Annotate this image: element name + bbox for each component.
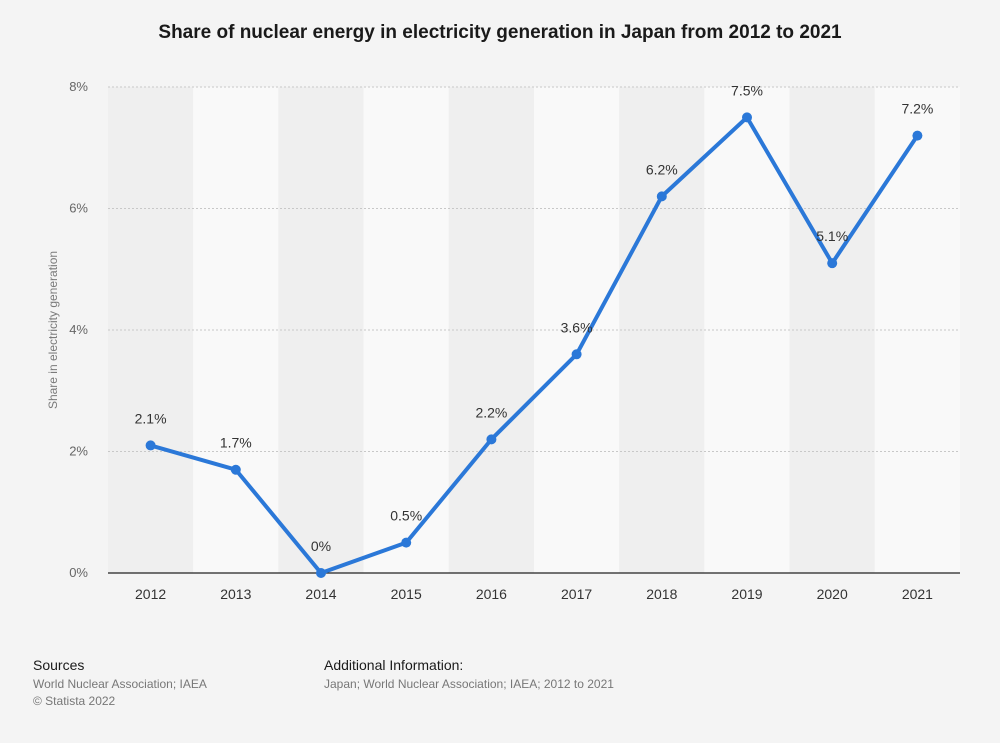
- data-label: 0.5%: [390, 508, 422, 524]
- x-tick-label: 2012: [135, 586, 166, 602]
- data-label: 2.1%: [135, 410, 167, 426]
- data-label: 0%: [311, 538, 331, 554]
- data-point[interactable]: [401, 537, 412, 548]
- data-label: 7.2%: [901, 101, 933, 117]
- y-tick-label: 8%: [69, 79, 88, 94]
- column-band: [108, 87, 194, 573]
- data-point[interactable]: [571, 349, 582, 360]
- x-tick-label: 2016: [476, 586, 507, 602]
- sources-line[interactable]: World Nuclear Association; IAEA: [33, 677, 207, 691]
- data-point[interactable]: [742, 112, 752, 123]
- data-point[interactable]: [827, 258, 838, 269]
- y-tick-label: 4%: [69, 322, 88, 337]
- chart-title: Share of nuclear energy in electricity g…: [158, 22, 842, 43]
- x-tick-label: 2021: [902, 586, 933, 602]
- series-line: [148, 115, 920, 575]
- x-tick-label: 2019: [731, 586, 762, 602]
- sources-block: Sources World Nuclear Association; IAEA …: [33, 657, 207, 710]
- column-band: [448, 87, 534, 573]
- sources-heading: Sources: [33, 657, 85, 673]
- data-label: 1.7%: [220, 435, 252, 451]
- additional-info-block: Additional Information: Japan; World Nuc…: [324, 657, 614, 693]
- data-point[interactable]: [656, 191, 667, 202]
- data-label: 3.6%: [561, 319, 593, 335]
- x-tick-label: 2015: [391, 586, 422, 602]
- x-tick-label: 2014: [305, 586, 336, 602]
- data-label: 2.2%: [475, 404, 507, 420]
- data-point[interactable]: [230, 464, 241, 475]
- x-tick-label: 2020: [817, 586, 848, 602]
- data-point[interactable]: [486, 434, 497, 445]
- x-tick-label: 2018: [646, 586, 677, 602]
- y-tick-label: 2%: [69, 444, 88, 459]
- data-label: 5.1%: [816, 228, 848, 244]
- data-point[interactable]: [145, 440, 156, 451]
- data-point[interactable]: [316, 568, 326, 578]
- y-tick-label: 0%: [69, 565, 88, 580]
- data-label: 7.5%: [731, 82, 763, 98]
- y-axis-title: Share in electricity generation: [46, 251, 60, 409]
- x-tick-label: 2013: [220, 586, 251, 602]
- x-tick-label: 2017: [561, 586, 592, 602]
- y-tick-label: 6%: [69, 201, 88, 216]
- data-point[interactable]: [912, 130, 923, 141]
- copyright-line: © Statista 2022: [33, 694, 116, 708]
- line-chart: 0% 2% 4% 6% 8% 2012 2013 2014 2015 2016 2017 2018 20…: [46, 79, 960, 602]
- data-label: 6.2%: [646, 161, 678, 177]
- additional-info-heading: Additional Information:: [324, 657, 464, 673]
- additional-info-text: Japan; World Nuclear Association; IAEA; …: [324, 677, 614, 691]
